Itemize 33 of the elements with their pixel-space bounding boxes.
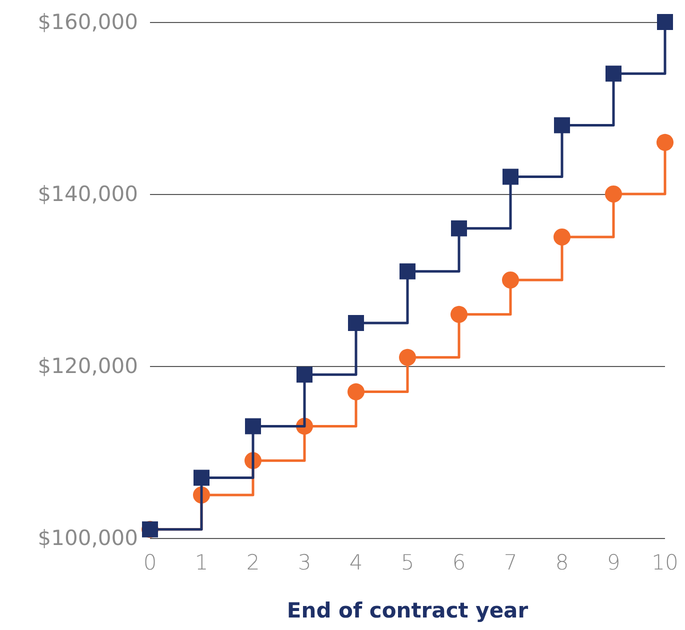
point	[245, 418, 261, 434]
point	[348, 315, 364, 331]
point	[400, 263, 416, 280]
x-axis-title: End of contract year	[286, 598, 529, 622]
x-tick-label: 1	[194, 550, 208, 574]
x-tick-label: 8	[555, 550, 569, 574]
x-tick-label: 0	[143, 550, 157, 574]
x-tick-label: 2	[246, 550, 260, 574]
point	[399, 348, 416, 366]
x-tick-label: 10	[652, 550, 678, 574]
point	[502, 272, 519, 288]
x-tick-label: 3	[298, 550, 312, 574]
point	[194, 470, 210, 486]
y-tick-label: $100,000	[38, 526, 138, 550]
point	[296, 366, 312, 383]
x-tick-label: 4	[349, 550, 363, 574]
point	[656, 134, 674, 151]
point	[606, 66, 622, 82]
point	[554, 117, 570, 134]
y-tick-label: $160,000	[38, 10, 138, 34]
y-tick-label: $140,000	[38, 182, 138, 206]
point	[554, 228, 570, 246]
x-tick-label: 7	[504, 550, 518, 574]
point	[450, 306, 468, 323]
point	[502, 168, 518, 185]
point	[657, 14, 673, 30]
x-tick-label: 5	[400, 550, 414, 574]
y-tick-label: $120,000	[38, 354, 138, 378]
x-tick-label: 9	[606, 550, 620, 574]
point	[605, 186, 622, 202]
point	[348, 383, 364, 400]
point	[451, 220, 467, 236]
x-tick-label: 6	[452, 550, 466, 574]
